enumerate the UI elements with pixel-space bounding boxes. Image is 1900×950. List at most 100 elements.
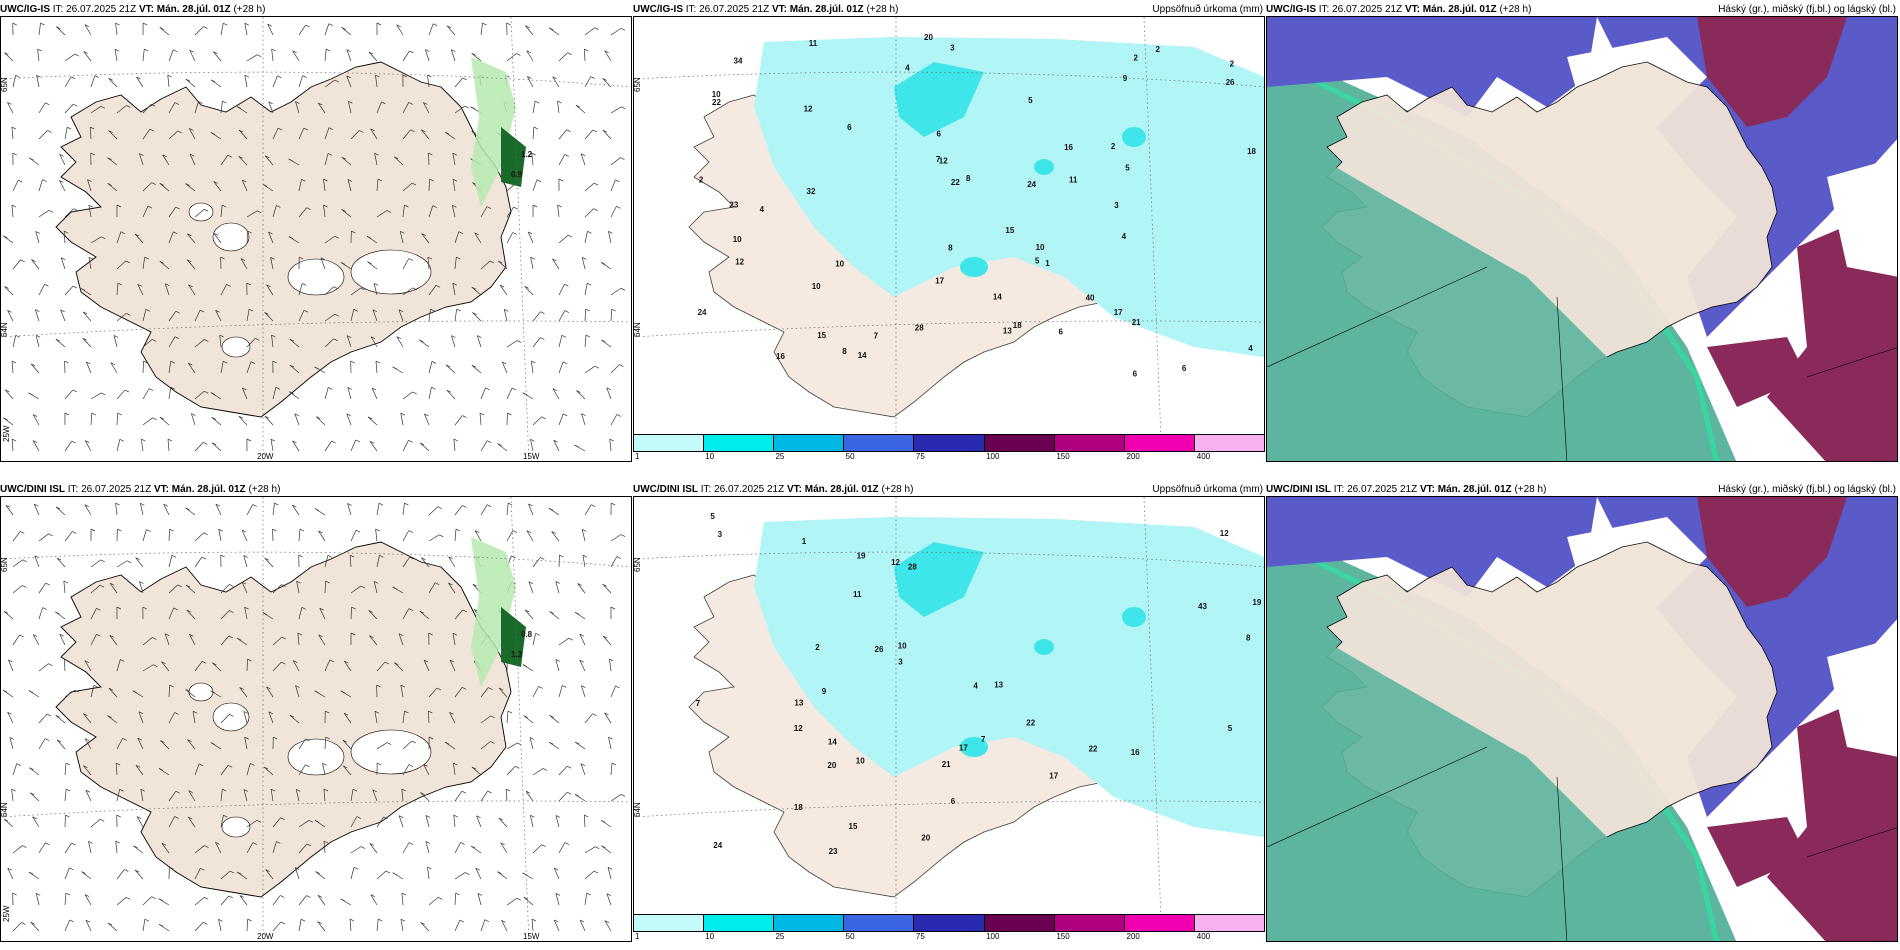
precip-value: 13: [794, 699, 803, 708]
map-panel-cloud-dini: UWC/DINI ISL IT: 26.07.2025 21Z VT: Mán.…: [1266, 480, 1898, 942]
low-cloud-area: [1767, 217, 1897, 461]
precip-mid-area: [894, 62, 984, 137]
precip-value: 15: [817, 331, 826, 340]
precip-light-area: [754, 517, 1264, 837]
precip-value: 2: [1230, 60, 1235, 69]
precip-value: 18: [1013, 321, 1022, 330]
precip-value: 43: [1198, 602, 1207, 611]
precip-value: 1: [1045, 259, 1050, 268]
colorbar-tick-label: 10: [705, 452, 715, 461]
lead-time: (+28 h): [248, 484, 281, 495]
valid-time-label: VT:: [153, 484, 169, 495]
map-area: [1266, 16, 1898, 462]
precip-value: 17: [959, 743, 968, 752]
precip-value: 4: [1122, 232, 1127, 241]
colorbar-tick-label: 75: [915, 452, 925, 461]
precip-value: 15: [1005, 226, 1014, 235]
precip-value: 11: [809, 39, 818, 48]
grid-label: 64N: [1, 322, 9, 337]
colorbar-cell: [1054, 435, 1125, 451]
precip-value: 8: [948, 243, 953, 252]
precip-value: 7: [696, 699, 701, 708]
precip-value: 22: [1026, 719, 1035, 728]
precip-value: 10: [835, 260, 844, 269]
map-area: 2 3 2 2 10 6 4 5 6 2 8 4 20 22 12 10 18 23 15 17 40 21 26 12 15 2…: [633, 16, 1265, 446]
glacier-shape: [188, 682, 214, 702]
valid-time-label: VT:: [786, 484, 802, 495]
precip-value: 6: [1059, 328, 1064, 337]
init-time-value: 26.07.2025 21Z: [714, 484, 785, 495]
precip-value: 24: [1027, 180, 1036, 189]
colorbar-cell: [844, 915, 915, 931]
precip-value: 22: [951, 178, 960, 187]
lead-time: (+28 h): [1499, 4, 1532, 15]
glacier-shape: [350, 249, 432, 295]
precip-value: 10: [712, 90, 721, 99]
precip-value: 7: [981, 735, 986, 744]
grid-label: 65N: [1, 77, 9, 92]
precip-value: 11: [853, 590, 862, 599]
precip-value: 4: [1248, 344, 1253, 353]
precip-value: 12: [804, 104, 813, 113]
colorbar-tick-label: 100: [986, 932, 1000, 941]
precip-value: 10: [856, 757, 865, 766]
precip-value: 21: [942, 760, 951, 769]
init-time-label: IT:: [700, 484, 712, 495]
panel-header: UWC/IG-IS IT: 26.07.2025 21Z VT: Mán. 28…: [1266, 0, 1898, 20]
graticule: 65N 64N 25W 20W 15W: [1, 17, 631, 461]
precip-value: 14: [828, 737, 837, 746]
precip-value: 12: [1220, 529, 1229, 538]
panel-header: UWC/DINI ISL IT: 26.07.2025 21Z VT: Mán.…: [1266, 480, 1898, 500]
precip-value: 0.8: [521, 630, 533, 639]
precip-value: 2: [815, 643, 820, 652]
glacier-shape: [221, 816, 251, 838]
grid-label: 25W: [2, 425, 11, 442]
precip-value: 34: [734, 57, 743, 66]
valid-time-label: VT:: [138, 4, 154, 15]
clear-area: [1827, 637, 1897, 757]
colorbar: 1 10 25 50 75 100 150 200 400: [633, 912, 1265, 942]
map-area: [1266, 496, 1898, 942]
precip-value: 32: [807, 187, 816, 196]
colorbar-cell: [1194, 915, 1264, 931]
map-panel-precip-ig: UWC/IG-IS IT: 26.07.2025 21Z VT: Mán. 28…: [633, 0, 1265, 462]
precip-value: 21: [1132, 318, 1141, 327]
colorbar-tick-label: 400: [1196, 932, 1211, 941]
init-time-value: 26.07.2025 21Z: [81, 484, 152, 495]
valid-time-label: VT:: [771, 4, 787, 15]
grid-label: 20W: [257, 932, 274, 941]
precip-value: 12: [891, 558, 900, 567]
precip-value: 5: [1028, 96, 1033, 105]
colorbar-tick-label: 50: [845, 932, 855, 941]
valid-time-label: VT:: [1419, 484, 1435, 495]
precip-value: 12: [794, 724, 803, 733]
precip-value: 16: [1131, 748, 1140, 757]
colorbar-cell: [914, 435, 985, 451]
precip-value: 14: [993, 292, 1002, 301]
colorbar-tick-label: 400: [1196, 452, 1211, 461]
precip-mid-area: [894, 542, 984, 617]
colorbar-cell: [1124, 435, 1195, 451]
colorbar-tick-label: 150: [1056, 932, 1070, 941]
precip-value: 3: [950, 43, 955, 52]
precip-value: 6: [1182, 364, 1187, 373]
map-area: 0.8 1.3 65N 64N 25W 20W 15W: [0, 496, 632, 942]
init-time-value: 26.07.2025 21Z: [66, 4, 137, 15]
grid-label: 15W: [523, 932, 540, 941]
precip-value: 8: [1246, 633, 1251, 642]
colorbar-cell: [1124, 915, 1195, 931]
graticule: 65N 64N 25W 20W 15W: [1, 497, 631, 941]
panel-header: UWC/IG-IS IT: 26.07.2025 21Z VT: Mán. 28…: [633, 0, 1265, 20]
panel-header: UWC/DINI ISL IT: 26.07.2025 21Z VT: Mán.…: [633, 480, 1265, 500]
glacier-shape: [212, 222, 250, 252]
precip-value: 23: [829, 847, 838, 856]
low-cloud-area: [1697, 17, 1847, 127]
grid-label: 65N: [634, 557, 642, 572]
precip-value: 2: [699, 175, 704, 184]
colorbar-tick-label: 1: [635, 932, 640, 941]
iceland-landmass: [55, 61, 512, 418]
precip-value: 20: [827, 761, 836, 770]
precip-patch: [471, 537, 516, 687]
map-panel-cloud-ig: UWC/IG-IS IT: 26.07.2025 21Z VT: Mán. 28…: [1266, 0, 1898, 462]
colorbar-cell: [984, 435, 1055, 451]
